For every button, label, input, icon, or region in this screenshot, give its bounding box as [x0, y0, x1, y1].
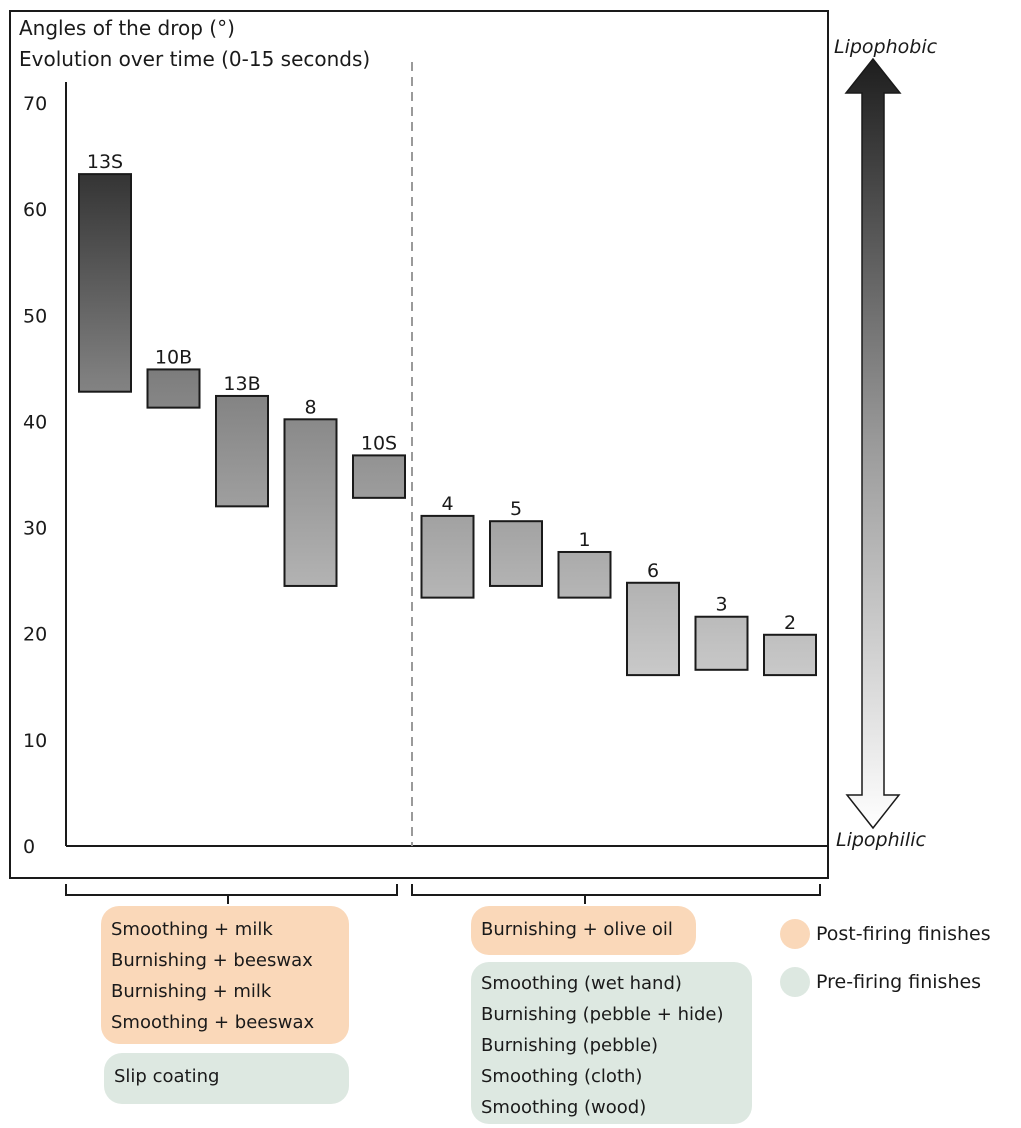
bar-2 — [763, 633, 817, 677]
bar-label: 13S — [87, 151, 123, 173]
y-tick-label: 20 — [23, 624, 47, 646]
right-group-bracket — [411, 884, 821, 904]
legend-post-firing: Post-firing finishes — [780, 919, 991, 949]
legend-pre-firing: Pre-firing finishes — [780, 967, 981, 997]
finish-item: Smoothing (wood) — [481, 1097, 647, 1118]
finish-item: Smoothing (wet hand) — [481, 973, 682, 994]
chart-frame — [9, 10, 829, 879]
y-tick-label: 40 — [23, 411, 47, 433]
chart-subtitle: Evolution over time (0-15 seconds) — [19, 47, 371, 71]
bar-label: 10S — [361, 432, 397, 454]
finish-item: Smoothing + milk — [111, 919, 273, 940]
y-tick-labels: 0 10 20 30 40 50 60 70 — [23, 93, 47, 858]
bar-label: 5 — [510, 498, 522, 520]
lipophilic-label: Lipophilic — [836, 829, 926, 851]
bar-6 — [626, 581, 680, 677]
y-tick-label: 70 — [23, 93, 47, 115]
y-tick-label: 10 — [23, 730, 47, 752]
bar-label: 1 — [578, 529, 590, 551]
legend-swatch-post-firing — [780, 919, 810, 949]
finish-item: Smoothing (cloth) — [481, 1066, 643, 1087]
bar-label: 10B — [155, 346, 192, 368]
bar-4 — [420, 514, 475, 599]
finish-item: Burnishing (pebble + hide) — [481, 1004, 724, 1025]
finish-item: Slip coating — [114, 1066, 220, 1087]
bar-label: 4 — [441, 493, 453, 515]
bars: 13S 10B 13B 8 10S 4 5 1 6 3 2 — [78, 151, 817, 677]
lipophobic-lipophilic-arrow — [844, 57, 902, 830]
finish-item: Burnishing + olive oil — [481, 919, 673, 940]
bar-10b — [146, 368, 201, 409]
left-pre-firing-box: Slip coating — [104, 1053, 349, 1104]
right-pre-firing-box: Smoothing (wet hand) Burnishing (pebble … — [471, 962, 752, 1124]
bar-13s — [78, 173, 132, 393]
left-post-firing-box: Smoothing + milk Burnishing + beeswax Bu… — [101, 906, 349, 1044]
lipophobic-label: Lipophobic — [834, 36, 938, 58]
finish-item: Burnishing (pebble) — [481, 1035, 659, 1056]
bar-10s — [352, 454, 406, 499]
legend-label: Pre-firing finishes — [816, 971, 982, 993]
bar-label: 2 — [784, 612, 796, 634]
right-post-firing-box: Burnishing + olive oil — [471, 906, 696, 955]
legend-swatch-pre-firing — [780, 967, 810, 997]
bar-label: 8 — [304, 396, 316, 418]
finish-item: Burnishing + beeswax — [111, 950, 313, 971]
chart-title: Angles of the drop (°) — [19, 16, 235, 40]
y-tick-label: 50 — [23, 305, 47, 327]
finish-item: Burnishing + milk — [111, 981, 272, 1002]
bar-1 — [557, 550, 612, 599]
bar-8 — [283, 418, 338, 587]
legend-label: Post-firing finishes — [816, 923, 991, 945]
bar-3 — [694, 615, 749, 671]
bar-label: 13B — [223, 373, 260, 395]
bar-5 — [489, 520, 543, 587]
y-tick-label: 30 — [23, 518, 47, 540]
bar-13b — [215, 394, 269, 508]
finish-item: Smoothing + beeswax — [111, 1012, 315, 1033]
y-tick-label: 60 — [23, 199, 47, 221]
y-tick-label: 0 — [23, 836, 35, 858]
left-group-bracket — [65, 884, 398, 904]
bar-label: 6 — [647, 560, 659, 582]
bar-label: 3 — [715, 594, 727, 616]
